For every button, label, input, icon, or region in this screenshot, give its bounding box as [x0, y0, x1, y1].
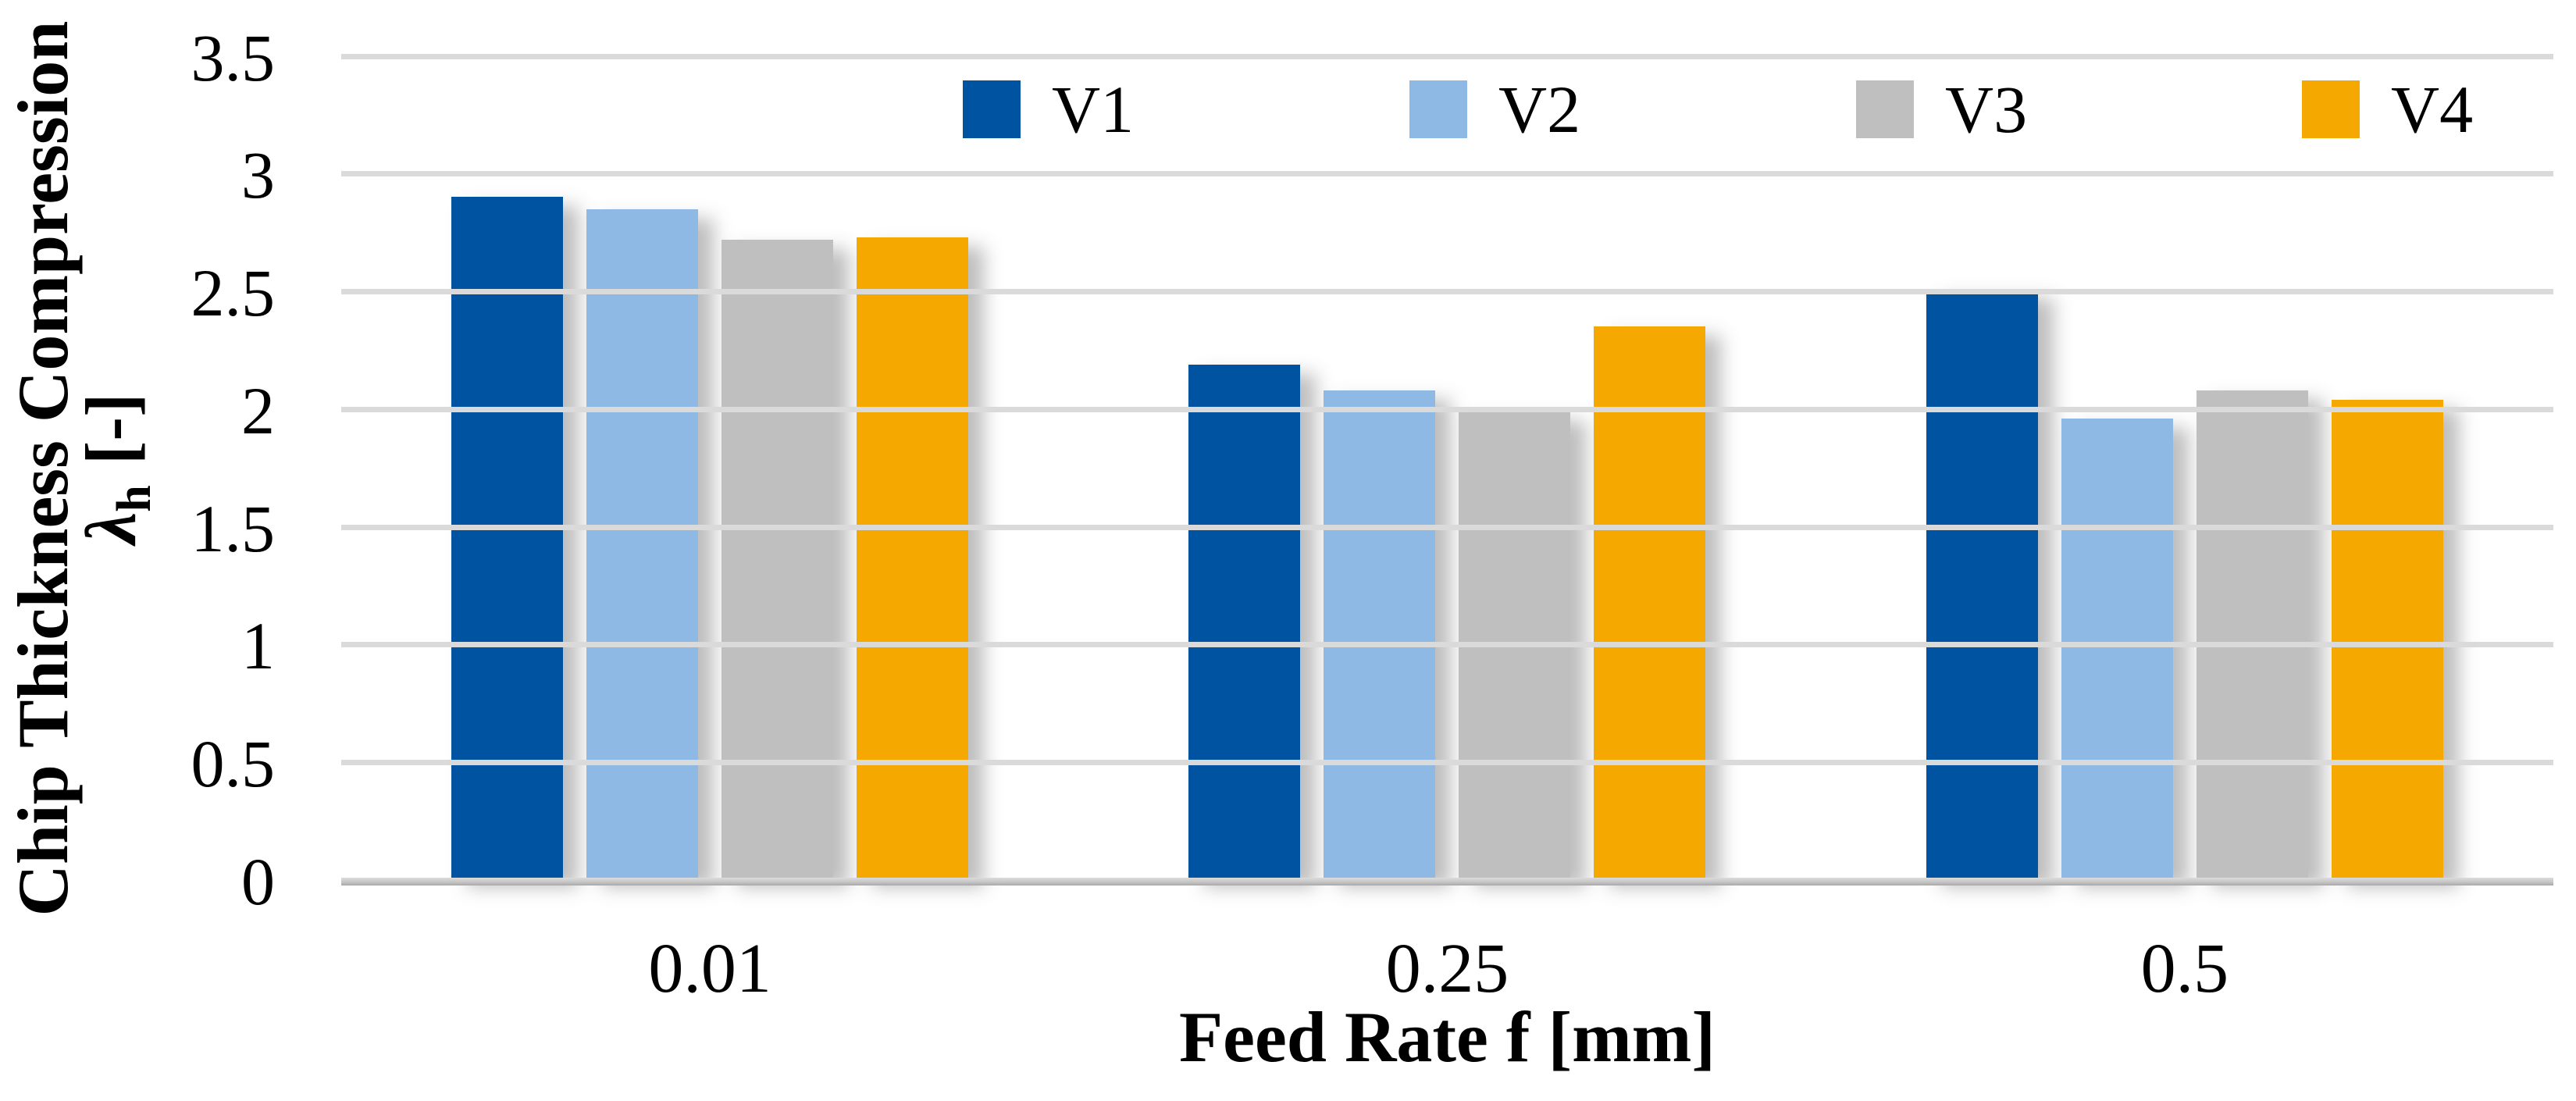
gridline — [341, 525, 2553, 530]
x-tick-label: 0.25 — [1385, 930, 1509, 1007]
bar-v4-0.25 — [1594, 326, 1706, 878]
x-tick-label: 0.5 — [2140, 930, 2229, 1007]
bar-v1-0.01 — [451, 197, 564, 878]
legend-label: V2 — [1498, 72, 1581, 147]
y-tick-label: 3 — [241, 137, 275, 212]
legend-swatch-v3 — [1856, 80, 1914, 138]
y-tick-label: 3.5 — [191, 20, 276, 95]
y-tick-label: 1.5 — [191, 491, 276, 566]
legend-label: V1 — [1052, 72, 1135, 147]
bar-v1-0.5 — [1926, 289, 2038, 878]
bar-groups — [341, 55, 2553, 878]
legend-swatch-v2 — [1409, 80, 1467, 138]
legend-swatch-v1 — [963, 80, 1021, 138]
bar-v2-0.25 — [1324, 390, 1436, 878]
gridline — [341, 289, 2553, 294]
bar-v4-0.5 — [2331, 400, 2443, 878]
bar-v3-0.5 — [2196, 390, 2308, 878]
bar-group-0.25 — [1078, 55, 1815, 878]
bar-v2-0.01 — [586, 209, 699, 878]
x-axis-title: Feed Rate f [mm] — [1178, 997, 1716, 1077]
legend-label: V4 — [2391, 72, 2474, 147]
y-tick-label: 2.5 — [191, 255, 276, 330]
gridline — [341, 171, 2553, 176]
gridline — [341, 54, 2553, 59]
y-tick-label: 0.5 — [191, 726, 276, 801]
bar-group-0.01 — [341, 55, 1078, 878]
x-tick-label: 0.01 — [648, 930, 771, 1007]
bar-group-0.5 — [1816, 55, 2553, 878]
y-tick-label: 2 — [241, 373, 275, 448]
bar-v1-0.25 — [1188, 365, 1301, 878]
gridline — [341, 760, 2553, 765]
gridline — [341, 407, 2553, 412]
plot-area — [341, 54, 2553, 885]
bar-v4-0.01 — [857, 237, 969, 878]
x-axis-zero-line — [341, 878, 2553, 885]
legend-label: V3 — [1945, 72, 2028, 147]
legend-item-v3: V3 — [1856, 72, 2028, 147]
bar-v3-0.01 — [721, 240, 834, 878]
x-tick-labels: 0.01 0.25 0.5 — [341, 926, 2553, 1012]
bar-v2-0.5 — [2061, 419, 2173, 878]
legend-item-v2: V2 — [1409, 72, 1581, 147]
legend-item-v4: V4 — [2302, 72, 2474, 147]
legend-swatch-v4 — [2302, 80, 2360, 138]
legend-item-v1: V1 — [963, 72, 1135, 147]
y-tick-label: 0 — [241, 844, 275, 919]
y-tick-label: 1 — [241, 608, 275, 683]
gridline — [341, 642, 2553, 647]
